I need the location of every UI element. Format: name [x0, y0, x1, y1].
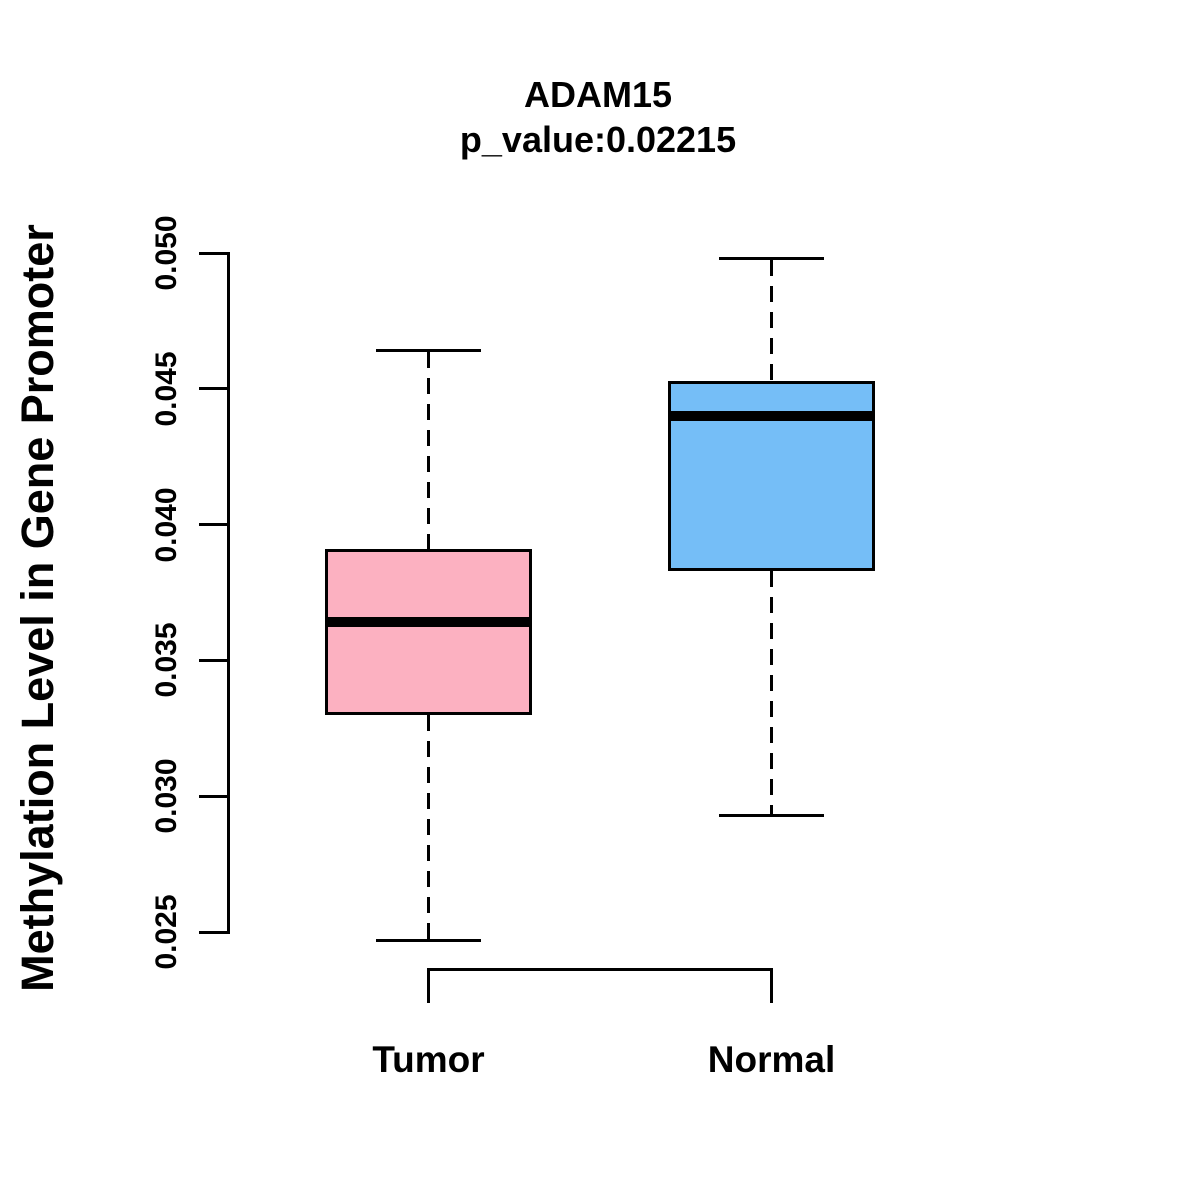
y-axis-tick: [199, 658, 227, 662]
y-axis-tick-label: 0.040: [150, 487, 183, 563]
chart-subtitle: p_value:0.02215: [459, 119, 737, 160]
lower-whisker-cap: [376, 938, 481, 942]
lower-whisker-line: [427, 714, 430, 939]
upper-whisker-line: [427, 352, 430, 550]
box-tumor: [325, 549, 532, 715]
lower-whisker-cap: [719, 813, 824, 817]
y-axis-line: [227, 252, 230, 934]
y-axis-tick-label: 0.050: [150, 215, 183, 291]
y-axis-tick-label: 0.025: [150, 894, 183, 970]
box-normal: [668, 380, 875, 571]
upper-whisker-cap: [719, 256, 824, 260]
x-category-label: Normal: [707, 1039, 836, 1080]
upper-whisker-line: [770, 259, 773, 381]
x-axis-tick: [770, 968, 773, 1003]
y-axis-tick: [199, 251, 227, 255]
median-line: [668, 410, 875, 421]
x-axis-tick: [427, 968, 430, 1003]
chart-title: ADAM15: [523, 74, 673, 115]
y-axis-tick-label: 0.035: [150, 622, 183, 698]
x-axis-line: [427, 968, 773, 971]
y-axis-tick-label: 0.030: [150, 758, 183, 834]
chart-title-block: ADAM15 p_value:0.02215: [460, 72, 736, 162]
upper-whisker-cap: [376, 349, 481, 353]
y-axis-tick: [199, 523, 227, 527]
y-axis-tick: [199, 387, 227, 391]
y-axis-tick-label: 0.045: [150, 351, 183, 427]
y-axis-tick: [199, 794, 227, 798]
x-category-label: Tumor: [372, 1039, 485, 1080]
lower-whisker-line: [770, 570, 773, 814]
y-axis-tick: [199, 930, 227, 934]
median-line: [325, 617, 532, 628]
